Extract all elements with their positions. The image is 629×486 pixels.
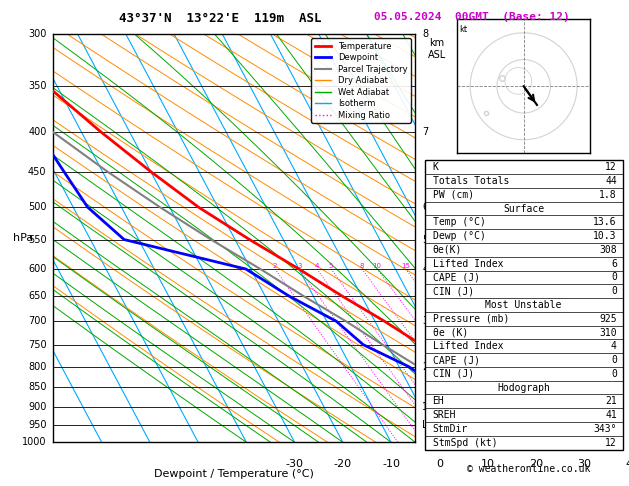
Text: -20: -20 [334,459,352,469]
Text: 05.05.2024  00GMT  (Base: 12): 05.05.2024 00GMT (Base: 12) [374,12,570,22]
Text: Lifted Index: Lifted Index [433,259,503,269]
Legend: Temperature, Dewpoint, Parcel Trajectory, Dry Adiabat, Wet Adiabat, Isotherm, Mi: Temperature, Dewpoint, Parcel Trajectory… [311,38,411,123]
Text: 40: 40 [625,459,629,469]
Text: 3: 3 [297,263,301,269]
Text: LCL: LCL [422,420,440,430]
Text: 44: 44 [605,176,617,186]
Text: 4: 4 [422,264,428,274]
Text: -10: -10 [382,459,400,469]
Text: SREH: SREH [433,410,456,420]
Text: 308: 308 [599,245,617,255]
Text: 2: 2 [422,362,428,372]
Text: 15: 15 [401,263,410,269]
Text: 13.6: 13.6 [593,217,617,227]
Text: 4: 4 [611,341,617,351]
Text: 12: 12 [605,438,617,448]
Text: 925: 925 [599,314,617,324]
Text: Dewpoint / Temperature (°C): Dewpoint / Temperature (°C) [154,469,314,479]
Text: 700: 700 [28,316,47,326]
Text: CAPE (J): CAPE (J) [433,273,479,282]
Text: Lifted Index: Lifted Index [433,341,503,351]
Text: θe(K): θe(K) [433,245,462,255]
Text: 650: 650 [28,291,47,301]
Text: 350: 350 [28,81,47,91]
Text: 4: 4 [314,263,319,269]
Text: 0: 0 [611,369,617,379]
Text: 6: 6 [422,202,428,212]
Text: EH: EH [433,397,444,406]
Text: © weatheronline.co.uk: © weatheronline.co.uk [467,464,590,474]
Text: 8: 8 [360,263,364,269]
Text: 550: 550 [28,235,47,244]
Text: PW (cm): PW (cm) [433,190,474,200]
Text: 950: 950 [28,420,47,430]
Text: CIN (J): CIN (J) [433,369,474,379]
Text: 900: 900 [28,401,47,412]
Text: 2: 2 [273,263,277,269]
Text: 41: 41 [605,410,617,420]
Text: 20: 20 [528,459,543,469]
Text: 8: 8 [422,29,428,39]
Text: 43°37'N  13°22'E  119m  ASL: 43°37'N 13°22'E 119m ASL [119,12,321,25]
Text: Mixing Ratio (g/kg): Mixing Ratio (g/kg) [454,192,464,284]
Text: CIN (J): CIN (J) [433,286,474,296]
Text: 310: 310 [599,328,617,337]
Text: Dewp (°C): Dewp (°C) [433,231,486,241]
Text: 3: 3 [422,316,428,326]
Text: Totals Totals: Totals Totals [433,176,509,186]
Text: Surface: Surface [503,204,544,213]
Text: 10: 10 [481,459,494,469]
Text: 5: 5 [422,235,428,244]
Text: 0: 0 [436,459,443,469]
Text: 800: 800 [28,362,47,372]
Text: Hodograph: Hodograph [497,382,550,393]
Text: K: K [433,162,438,172]
Text: 0: 0 [611,273,617,282]
Text: 343°: 343° [593,424,617,434]
Text: Most Unstable: Most Unstable [486,300,562,310]
Text: 600: 600 [28,264,47,274]
Text: CAPE (J): CAPE (J) [433,355,479,365]
Text: θe (K): θe (K) [433,328,468,337]
Text: 1: 1 [422,401,428,412]
Text: 300: 300 [28,29,47,39]
Text: 10: 10 [373,263,382,269]
Text: 5: 5 [329,263,333,269]
Text: km
ASL: km ASL [428,38,446,60]
Text: 450: 450 [28,167,47,176]
Text: 0: 0 [611,355,617,365]
Text: 500: 500 [28,202,47,212]
Text: kt: kt [460,25,467,34]
Text: -30: -30 [286,459,304,469]
Text: hPa: hPa [13,233,33,243]
Text: Temp (°C): Temp (°C) [433,217,486,227]
Text: 0: 0 [611,286,617,296]
Text: 12: 12 [605,162,617,172]
Text: StmSpd (kt): StmSpd (kt) [433,438,497,448]
Text: 750: 750 [28,340,47,350]
Text: 1.8: 1.8 [599,190,617,200]
Text: 21: 21 [605,397,617,406]
Text: 7: 7 [422,126,428,137]
Text: 400: 400 [28,126,47,137]
Text: StmDir: StmDir [433,424,468,434]
Text: 6: 6 [611,259,617,269]
Text: 850: 850 [28,382,47,392]
Text: 1000: 1000 [22,437,47,447]
Text: Pressure (mb): Pressure (mb) [433,314,509,324]
Text: 10.3: 10.3 [593,231,617,241]
Text: 30: 30 [577,459,591,469]
